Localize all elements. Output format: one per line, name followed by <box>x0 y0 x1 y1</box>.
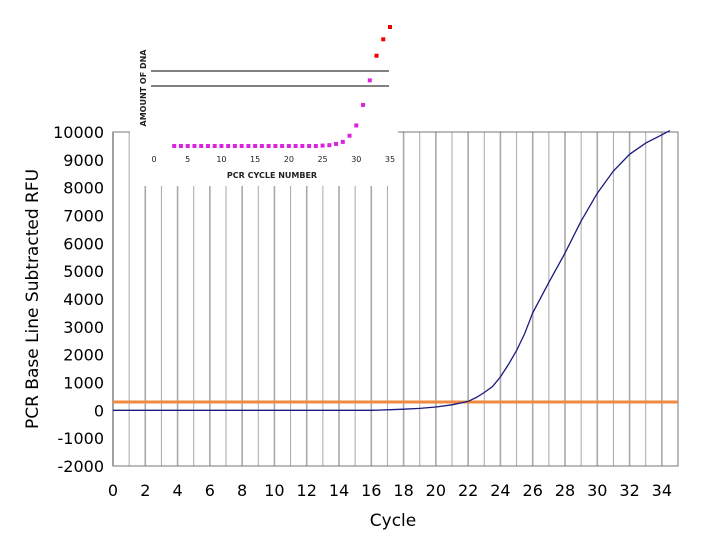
x-tick-label: 12 <box>297 481 317 500</box>
inset-background <box>130 0 398 186</box>
inset-data-point <box>307 144 312 148</box>
inset-data-point <box>253 144 258 148</box>
inset-data-point <box>300 144 305 148</box>
inset-data-point <box>178 144 183 148</box>
inset-x-tick-label: 5 <box>185 155 190 164</box>
inset-data-point <box>334 141 339 146</box>
main-chart: 1000090008000700060005000400030002000100… <box>53 123 679 500</box>
inset-data-point <box>374 53 379 58</box>
x-tick-label: 30 <box>587 481 607 500</box>
x-tick-label: 28 <box>555 481 575 500</box>
inset-data-point <box>226 144 231 148</box>
y-tick-label: -1000 <box>58 429 105 448</box>
x-tick-label: 2 <box>140 481 150 500</box>
x-tick-label: 24 <box>490 481 510 500</box>
inset-x-tick-label: 30 <box>351 155 361 164</box>
y-tick-label: 9000 <box>63 151 104 170</box>
y-tick-label: 5000 <box>63 262 104 281</box>
x-tick-label: 34 <box>652 481 672 500</box>
inset-data-point <box>273 144 278 148</box>
inset-data-point <box>259 144 264 148</box>
amplification-curve <box>113 130 671 411</box>
y-tick-label: 8000 <box>63 179 104 198</box>
inset-data-point <box>205 144 210 148</box>
x-tick-label: 0 <box>108 481 118 500</box>
inset-data-point <box>354 123 359 128</box>
inset-data-point <box>286 144 291 148</box>
x-tick-label: 26 <box>523 481 543 500</box>
inset-data-point <box>293 144 298 148</box>
y-tick-label: 1000 <box>63 374 104 393</box>
x-tick-label: 16 <box>361 481 381 500</box>
inset-x-axis-title: PCR CYCLE NUMBER <box>227 171 317 180</box>
inset-data-point <box>367 78 372 83</box>
y-tick-label: 2000 <box>63 346 104 365</box>
inset-x-tick-label: 20 <box>284 155 294 164</box>
inset-data-point <box>327 143 332 148</box>
y-tick-label: 6000 <box>63 234 104 253</box>
inset-data-point <box>340 139 345 144</box>
inset-x-tick-label: 0 <box>151 155 156 164</box>
x-tick-label: 22 <box>458 481 478 500</box>
x-tick-label: 18 <box>393 481 413 500</box>
inset-x-tick-label: 35 <box>385 155 395 164</box>
inset-data-point <box>361 102 366 107</box>
inset-data-point <box>266 144 271 148</box>
inset-data-point <box>246 144 251 148</box>
x-tick-label: 10 <box>264 481 284 500</box>
inset-x-tick-label: 15 <box>250 155 260 164</box>
x-tick-label: 14 <box>329 481 349 500</box>
y-tick-label: 10000 <box>53 123 104 142</box>
y-tick-label: 3000 <box>63 318 104 337</box>
inset-data-point <box>219 144 224 148</box>
inset-data-point <box>388 25 392 29</box>
y-tick-label: -2000 <box>58 457 105 476</box>
inset-data-point <box>280 144 285 148</box>
inset-data-point <box>347 133 352 138</box>
x-tick-label: 8 <box>237 481 247 500</box>
x-tick-label: 20 <box>426 481 446 500</box>
inset-data-point <box>185 144 190 148</box>
y-axis-title: PCR Base Line Subtracted RFU <box>23 169 43 429</box>
inset-data-point <box>232 144 237 148</box>
inset-data-point <box>381 37 386 42</box>
inset-chart: 0 5 10 15 20 25 30 35 <box>130 0 398 186</box>
inset-x-tick-label: 25 <box>317 155 327 164</box>
inset-data-point <box>192 144 197 148</box>
inset-data-point <box>212 144 217 148</box>
inset-data-point <box>320 143 325 148</box>
inset-data-point <box>172 144 177 148</box>
y-tick-label: 7000 <box>63 207 104 226</box>
inset-x-tick-label: 10 <box>216 155 226 164</box>
y-tick-label: 4000 <box>63 290 104 309</box>
inset-y-axis-title: AMOUNT OF DNA <box>139 49 148 127</box>
inset-data-point <box>313 144 318 148</box>
x-axis-title: Cycle <box>370 511 416 531</box>
inset-data-point <box>199 144 204 148</box>
x-tick-label: 6 <box>205 481 215 500</box>
y-tick-label: 0 <box>94 401 104 420</box>
inset-data-point <box>239 144 244 148</box>
x-tick-label: 32 <box>619 481 639 500</box>
x-tick-label: 4 <box>172 481 182 500</box>
